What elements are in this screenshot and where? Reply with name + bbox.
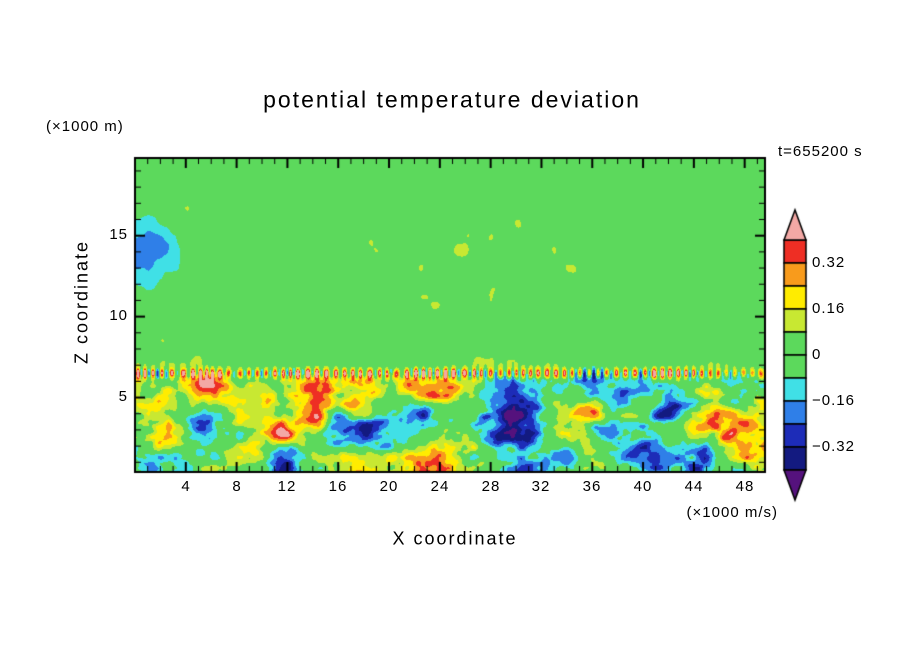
x-axis-unit-label: (×1000 m/s): [686, 504, 778, 521]
x-tick-label-36: 36: [582, 478, 602, 495]
x-tick-label-44: 44: [684, 478, 704, 495]
colorbar-tick-label-0: 0: [812, 346, 822, 363]
z-tick-label-10: 10: [109, 307, 128, 324]
x-tick-label-28: 28: [481, 478, 501, 495]
colorbar-tick-label-m016: −0.16: [812, 392, 855, 409]
z-axis-unit-label: (×1000 m): [46, 118, 124, 135]
x-axis-title: X coordinate: [392, 528, 518, 549]
colorbar-tick-label-p032: 0.32: [812, 254, 846, 271]
x-tick-label-8: 8: [232, 478, 242, 495]
x-tick-label-48: 48: [735, 478, 755, 495]
z-tick-label-15: 15: [109, 226, 128, 243]
z-axis-title: Z coordinate: [71, 239, 92, 365]
x-tick-label-24: 24: [430, 478, 450, 495]
x-tick-label-32: 32: [531, 478, 551, 495]
x-tick-label-16: 16: [328, 478, 348, 495]
x-tick-label-12: 12: [277, 478, 297, 495]
x-tick-label-40: 40: [633, 478, 653, 495]
z-tick-label-5: 5: [118, 388, 128, 405]
time-label: t=655200 s: [778, 143, 863, 160]
colorbar-tick-label-p016: 0.16: [812, 300, 846, 317]
x-tick-label-4: 4: [181, 478, 191, 495]
x-tick-label-20: 20: [379, 478, 399, 495]
chart-title: potential temperature deviation: [263, 86, 641, 113]
colorbar-tick-label-m032: −0.32: [812, 438, 855, 455]
